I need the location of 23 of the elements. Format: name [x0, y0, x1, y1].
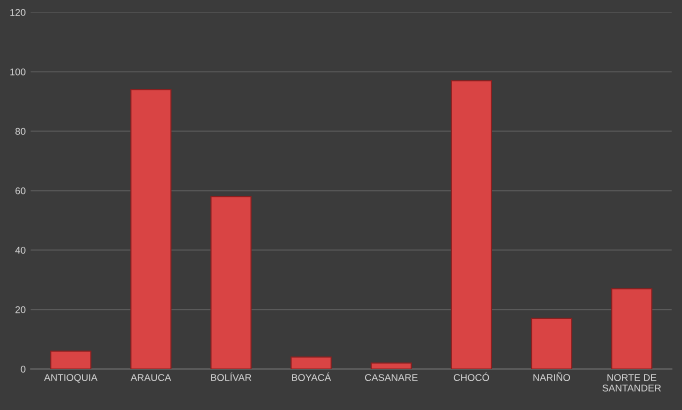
- bar: [130, 89, 172, 369]
- bar: [611, 288, 652, 369]
- y-tick-label: 100: [10, 68, 26, 76]
- x-tick-label: ARAUCA: [130, 374, 172, 381]
- x-tick-label: NORTE DE SANTANDER: [602, 374, 661, 392]
- y-tick-label: 120: [10, 9, 26, 16]
- bar: [450, 80, 492, 369]
- y-tick-label: 0: [20, 366, 26, 373]
- y-tick-label: 80: [15, 128, 26, 135]
- x-tick-label: ANTIOQUIA: [44, 374, 98, 383]
- x-tick-label: BOYACÁ: [292, 372, 332, 381]
- x-tick-label: CASANARE: [365, 374, 418, 381]
- x-tick-label: CHOCÓ: [454, 372, 490, 381]
- bar: [530, 318, 572, 369]
- bar: [50, 350, 92, 369]
- x-tick-label: BOLÍVAR: [211, 372, 252, 381]
- y-tick-label: 20: [16, 306, 26, 314]
- x-tick-label: NARIÑO: [533, 372, 570, 381]
- y-tick-label: 40: [15, 246, 26, 254]
- bar: [210, 196, 252, 369]
- bar: [370, 362, 412, 369]
- y-tick-label: 60: [16, 187, 26, 194]
- bar: [290, 356, 332, 369]
